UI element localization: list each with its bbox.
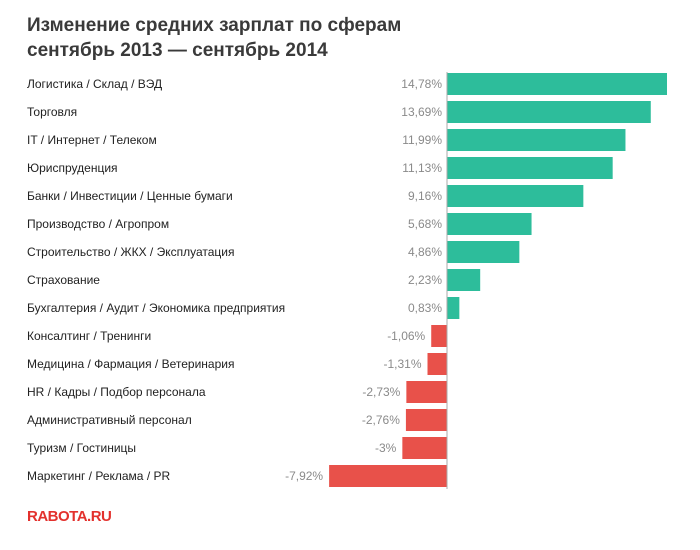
value-label-14: -7,92% xyxy=(285,469,323,483)
value-label-2: 11,99% xyxy=(402,133,442,147)
category-label-5: Производство / Агропром xyxy=(27,217,169,231)
category-label-10: Медицина / Фармация / Ветеринария xyxy=(27,357,234,371)
bar-5 xyxy=(447,213,532,235)
bar-3 xyxy=(447,157,613,179)
chart-title-line-2: сентябрь 2013 — сентябрь 2014 xyxy=(27,40,328,61)
value-label-12: -2,76% xyxy=(362,413,400,427)
value-label-0: 14,78% xyxy=(401,77,442,91)
bar-10 xyxy=(427,353,447,375)
category-label-2: IT / Интернет / Телеком xyxy=(27,133,157,147)
value-label-1: 13,69% xyxy=(401,105,442,119)
bar-12 xyxy=(405,409,447,431)
category-label-6: Строительство / ЖКХ / Эксплуатация xyxy=(27,245,235,259)
bar-1 xyxy=(447,101,651,123)
category-label-1: Торговля xyxy=(27,105,77,119)
bar-2 xyxy=(447,129,626,151)
value-label-4: 9,16% xyxy=(408,189,442,203)
category-label-0: Логистика / Склад / ВЭД xyxy=(27,77,162,91)
rabota-logo: RABOTA.RU xyxy=(27,508,112,525)
bar-7 xyxy=(447,269,481,291)
bar-11 xyxy=(406,381,447,403)
bar-9 xyxy=(431,325,447,347)
category-label-4: Банки / Инвестиции / Ценные бумаги xyxy=(27,189,233,203)
value-label-9: -1,06% xyxy=(387,329,425,343)
value-label-6: 4,86% xyxy=(408,245,442,259)
category-label-11: HR / Кадры / Подбор персонала xyxy=(27,385,206,399)
bar-14 xyxy=(329,465,447,487)
category-label-13: Туризм / Гостиницы xyxy=(27,441,136,455)
bar-0 xyxy=(447,73,667,95)
bar-8 xyxy=(447,297,460,319)
value-label-10: -1,31% xyxy=(383,357,421,371)
value-label-5: 5,68% xyxy=(408,217,442,231)
category-label-7: Страхование xyxy=(27,273,100,287)
chart-title: Изменение средних зарплат по сферам сент… xyxy=(27,13,677,63)
category-label-8: Бухгалтерия / Аудит / Экономика предприя… xyxy=(27,301,285,315)
chart-title-line-1: Изменение средних зарплат по сферам xyxy=(27,15,402,36)
category-label-9: Консалтинг / Тренинги xyxy=(27,329,151,343)
bar-4 xyxy=(447,185,584,207)
value-label-13: -3% xyxy=(375,441,397,455)
value-label-3: 11,13% xyxy=(402,161,442,175)
category-label-3: Юриспруденция xyxy=(27,161,118,175)
bar-6 xyxy=(447,241,520,263)
bar-13 xyxy=(402,437,447,459)
category-label-14: Маркетинг / Реклама / PR xyxy=(27,469,170,483)
value-label-11: -2,73% xyxy=(362,385,400,399)
value-label-8: 0,83% xyxy=(408,301,442,315)
value-label-7: 2,23% xyxy=(408,273,442,287)
category-label-12: Административный персонал xyxy=(27,413,192,427)
